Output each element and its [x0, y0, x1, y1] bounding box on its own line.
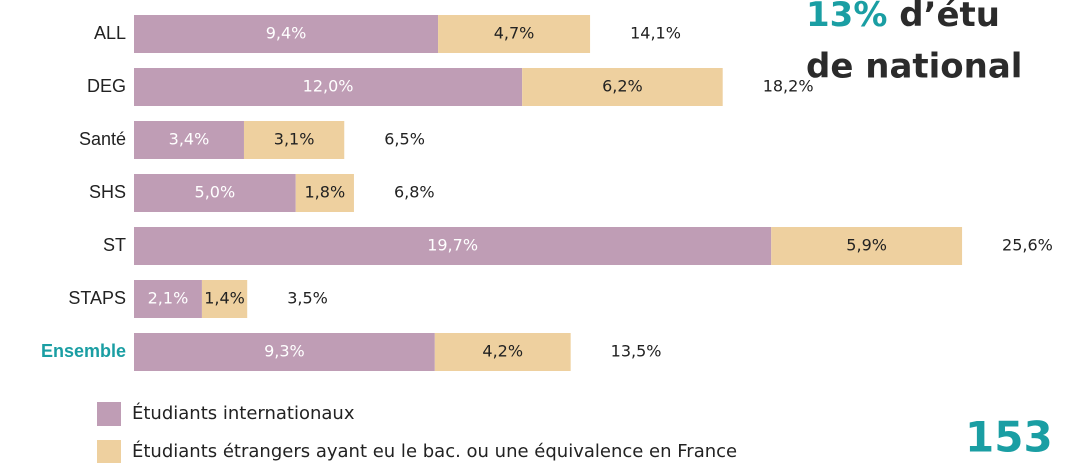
category-label: Santé [79, 129, 126, 149]
bar-segment [134, 121, 244, 159]
value-label: 2,1% [148, 289, 189, 308]
value-label: 19,7% [427, 236, 478, 255]
bar-segment [134, 280, 202, 318]
value-label: 4,2% [482, 342, 523, 361]
value-label: 9,4% [266, 24, 307, 43]
bar-segment [243, 121, 345, 159]
total-label: 18,2% [763, 77, 814, 96]
category-label: ALL [94, 23, 126, 43]
bar-segment [134, 68, 523, 106]
value-label: 3,4% [169, 130, 210, 149]
value-label: 5,9% [846, 236, 887, 255]
total-label: 6,5% [384, 130, 425, 149]
bar-segment [434, 333, 571, 371]
bar-segment [522, 68, 723, 106]
legend-label: Étudiants internationaux [132, 402, 355, 424]
legend-swatch [97, 440, 121, 463]
headline-text: d’étu [899, 0, 1000, 35]
category-label: DEG [87, 76, 126, 96]
total-label: 14,1% [630, 24, 681, 43]
value-label: 9,3% [264, 342, 305, 361]
bar-segment [134, 15, 439, 53]
legend-label: Étudiants étrangers ayant eu le bac. ou … [132, 440, 737, 462]
bar-segment [295, 174, 354, 212]
value-label: 6,2% [602, 77, 643, 96]
headline-line2: de national [806, 47, 1022, 87]
category-label: ST [103, 235, 126, 255]
bar-segment [134, 333, 435, 371]
bar-segment [201, 280, 248, 318]
category-label: STAPS [68, 288, 126, 308]
headline: 13% d’étu [806, 0, 1000, 35]
total-label: 13,5% [611, 342, 662, 361]
value-label: 12,0% [303, 77, 354, 96]
bar-segment [134, 227, 772, 265]
total-label: 6,8% [394, 183, 435, 202]
total-label: 3,5% [287, 289, 328, 308]
category-label: SHS [89, 182, 126, 202]
figure: 153 [965, 413, 1053, 462]
total-label: 25,6% [1002, 236, 1053, 255]
value-label: 1,4% [204, 289, 245, 308]
value-label: 3,1% [274, 130, 315, 149]
bar-segment [438, 15, 591, 53]
value-label: 1,8% [305, 183, 346, 202]
bar-segment [771, 227, 963, 265]
headline-accent: 13% [806, 0, 887, 35]
value-label: 4,7% [494, 24, 535, 43]
category-label: Ensemble [41, 341, 126, 361]
bar-segment [134, 174, 296, 212]
legend-swatch [97, 402, 121, 426]
value-label: 5,0% [195, 183, 236, 202]
